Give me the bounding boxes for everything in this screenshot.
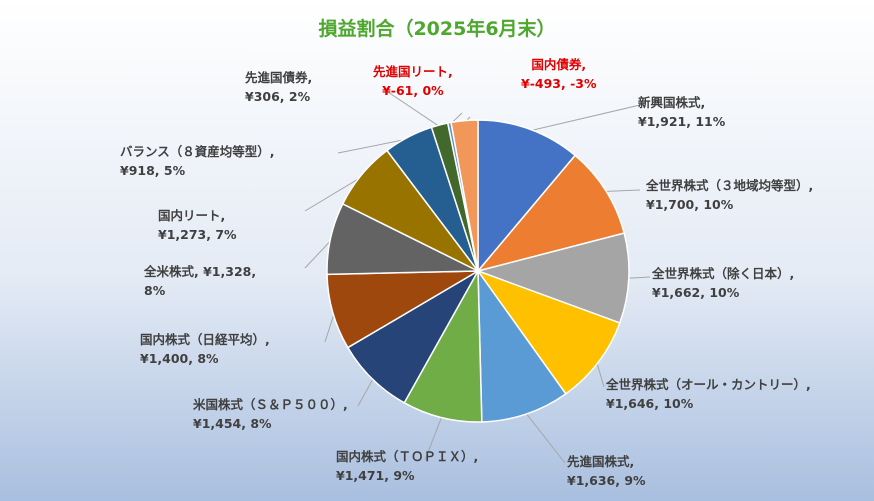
pie-slice-5 xyxy=(477,268,567,423)
data-label-value: ¥918, 5% xyxy=(120,163,186,178)
data-label-value: ¥1,921, 11% xyxy=(638,114,726,129)
data-label-10: 国内リート, ¥1,273, 7% xyxy=(158,206,237,244)
data-label-name: 米国株式（Ｓ＆Ｐ５００）, xyxy=(193,397,348,412)
leader-line-3 xyxy=(626,276,651,279)
data-label-value: ¥-61, 0% xyxy=(382,83,444,98)
leader-line-12 xyxy=(384,89,441,128)
data-label-4: 全世界株式（オール・カントリー）, ¥1,646, 10% xyxy=(606,375,811,413)
data-label-value: ¥306, 2% xyxy=(245,89,311,104)
data-label-value: 8% xyxy=(144,283,166,298)
data-label-value: ¥-493, -3% xyxy=(521,76,597,91)
data-label-3: 全世界株式（除く日本）, ¥1,662, 10% xyxy=(652,264,794,302)
leader-line-10 xyxy=(304,175,364,212)
data-label-name: 国内株式（日経平均）, xyxy=(140,332,270,347)
data-label-name: 先進国債券, xyxy=(245,70,313,85)
pie-slice-14 xyxy=(450,119,479,272)
leader-line-11 xyxy=(337,138,410,154)
leader-line-1 xyxy=(528,104,641,132)
data-label-value: ¥1,273, 7% xyxy=(158,227,237,242)
data-label-name: バランス（８資産均等型）, xyxy=(120,144,275,159)
data-label-name: 国内株式（ＴＯＰＩＸ）, xyxy=(336,449,479,464)
data-label-value: ¥1,700, 10% xyxy=(646,197,734,212)
chart-title: 損益割合（2025年6月末） xyxy=(318,18,556,40)
data-label-name: 国内リート, xyxy=(158,208,226,223)
data-label-value: ¥1,400, 8% xyxy=(140,351,219,366)
data-label-13: 先進国リート, ¥-61, 0% xyxy=(373,62,453,100)
data-label-value: ¥1,662, 10% xyxy=(652,285,740,300)
data-label-14: 国内債券, ¥-493, -3% xyxy=(521,55,597,93)
data-label-5: 先進国株式, ¥1,636, 9% xyxy=(567,452,646,490)
data-label-9: 全米株式, ¥1,328, 8% xyxy=(144,262,256,300)
data-label-value: ¥1,646, 10% xyxy=(606,396,694,411)
data-label-7: 米国株式（Ｓ＆Ｐ５００）, ¥1,454, 8% xyxy=(193,395,348,433)
data-label-name: 全米株式, ¥1,328, xyxy=(144,264,257,279)
leader-line-6 xyxy=(424,415,443,461)
data-label-value: ¥1,471, 9% xyxy=(336,468,415,483)
leader-line-7 xyxy=(357,377,375,407)
pie-slice-4 xyxy=(475,269,621,395)
data-label-name: 国内債券, xyxy=(531,57,587,72)
data-label-2: 全世界株式（３地域均等型）, ¥1,700, 10% xyxy=(646,176,813,214)
pie-slice-3 xyxy=(475,232,630,324)
data-label-name: 先進国リート, xyxy=(373,64,453,79)
leader-line-8 xyxy=(324,311,336,343)
data-label-value: ¥1,454, 8% xyxy=(193,416,272,431)
data-label-1: 新興国株式, ¥1,921, 11% xyxy=(638,93,725,131)
leader-line-9 xyxy=(304,238,333,269)
data-label-name: 全世界株式（３地域均等型）, xyxy=(646,178,814,193)
data-label-6: 国内株式（ＴＯＰＩＸ）, ¥1,471, 9% xyxy=(336,447,478,485)
leader-line-4 xyxy=(596,361,605,388)
pie-slice-1 xyxy=(477,119,577,274)
data-label-value: ¥1,636, 9% xyxy=(567,473,646,488)
data-label-name: 先進国株式, xyxy=(567,454,635,469)
leader-line-5 xyxy=(524,411,566,464)
data-label-name: 全世界株式（オール・カントリー）, xyxy=(606,377,811,392)
data-label-8: 国内株式（日経平均）, ¥1,400, 8% xyxy=(140,330,270,368)
data-label-name: 新興国株式, xyxy=(638,95,706,110)
data-label-12: 先進国債券, ¥306, 2% xyxy=(245,68,312,106)
data-label-name: 全世界株式（除く日本）, xyxy=(652,266,795,281)
leader-line-2 xyxy=(603,189,641,192)
data-label-11: バランス（８資産均等型）, ¥918, 5% xyxy=(120,142,275,180)
